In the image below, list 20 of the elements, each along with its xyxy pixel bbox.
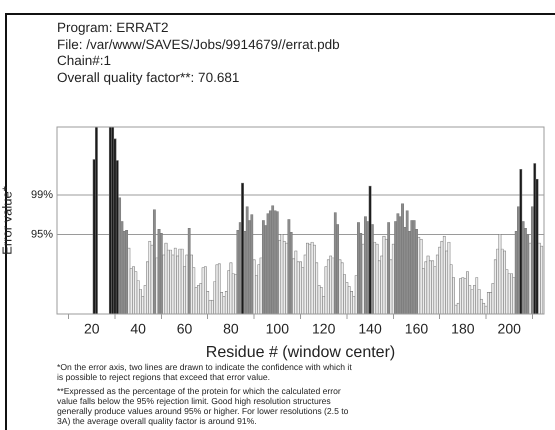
text: Overall quality factor**: 70.681 xyxy=(57,70,240,86)
text: *On the error axis, two lines are drawn to indicate the confidence with which it is possible to reject regions that exceed that error value. xyxy=(57,362,353,382)
x-tick-label: 100 xyxy=(266,320,290,336)
x-axis-title: Residue # (window center) xyxy=(206,344,396,361)
chart-title: Program: ERRAT2 xyxy=(57,20,170,36)
text: **Expressed as the percentage of the protein for which the calculated error value falls below the 95% rejection limit. Good high resolution structures generally produce values around 95% or higher. For lower resolutions (2.5 to 3A) the average overall quality factor is around 91%. xyxy=(57,386,350,426)
x-tick-label: 200 xyxy=(498,320,522,336)
x-tick-label: 160 xyxy=(404,320,428,336)
y-tick-label: 95% xyxy=(30,228,54,240)
x-tick-label: 140 xyxy=(358,320,382,336)
x-tick-label: 120 xyxy=(312,320,336,336)
y-axis-title: Error value* xyxy=(0,186,14,255)
x-tick-label: 180 xyxy=(451,320,475,336)
x-tick-label: 20 xyxy=(84,320,100,336)
chart-subtitle: File: /var/www/SAVES/Jobs/9914679//errat.pdb xyxy=(57,36,340,53)
x-tick-label: 60 xyxy=(176,320,193,336)
text: Chain#:1 xyxy=(57,53,112,70)
x-tick-label: 80 xyxy=(223,320,239,336)
x-tick-label: 40 xyxy=(130,320,146,336)
y-tick-label: 99% xyxy=(30,188,54,201)
